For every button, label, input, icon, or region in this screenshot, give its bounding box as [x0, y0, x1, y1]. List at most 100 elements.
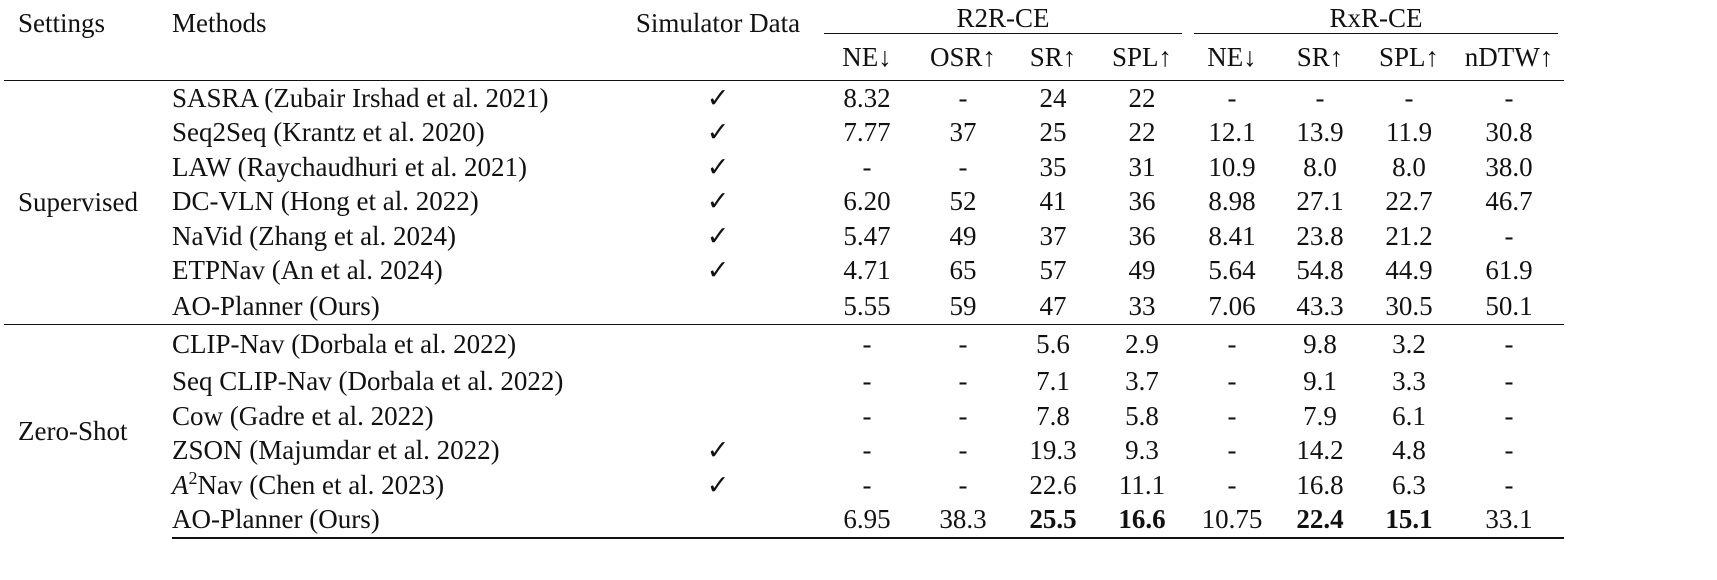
rxr-value: 23.8: [1296, 220, 1344, 251]
r2r-value: 52: [949, 186, 977, 217]
table-row: AO-Planner (Ours) 6.95 38.3 25.5 16.6 10.75 22…: [4, 502, 1564, 540]
table-row: Seq CLIP-Nav (Dorbala et al. 2022) - - 7.1 3…: [4, 364, 1564, 399]
simulator-checkmark: [618, 323, 818, 365]
method-rest: Nav (Chen et al. 2023): [197, 469, 445, 500]
rxr-value: -: [1504, 366, 1514, 397]
r2r-value: -: [958, 469, 968, 500]
r2r-value: 25.5: [1010, 502, 1096, 540]
r2r-value: -: [862, 400, 872, 431]
r2r-value: 37: [949, 117, 977, 148]
r2r-value: -: [862, 366, 872, 397]
method-name: AO-Planner (Ours): [172, 502, 618, 540]
rxr-value: 3.2: [1364, 323, 1454, 365]
table-row: Zero-Shot CLIP-Nav (Dorbala et al. 2022) -…: [4, 323, 1564, 539]
r2r-value: 33: [1128, 290, 1156, 321]
method-name: DC-VLN (Hong et al. 2022): [172, 186, 479, 217]
r2r-value: 36: [1128, 186, 1156, 217]
r2r-value: 49: [1128, 255, 1156, 286]
simulator-checkmark: ✓: [706, 220, 730, 251]
rxr-value: 8.41: [1208, 220, 1256, 251]
header-simulator-data: Simulator Data: [635, 8, 801, 38]
rxr-value: 9.8: [1276, 323, 1364, 365]
method-prefix: A: [172, 469, 189, 500]
rxr-value: 21.2: [1385, 220, 1433, 251]
r2r-value: 6.95: [818, 502, 916, 540]
rxr-value: 8.0: [1392, 151, 1426, 182]
rxr-value: 5.64: [1208, 255, 1256, 286]
simulator-checkmark: ✓: [706, 117, 730, 148]
r2r-value: -: [862, 151, 872, 182]
r2r-value: -: [862, 469, 872, 500]
rxr-value: -: [1276, 79, 1364, 116]
rxr-value: 30.8: [1485, 117, 1533, 148]
r2r-value: 49: [949, 220, 977, 251]
rxr-value: -: [1227, 366, 1237, 397]
r2r-value: 57: [1039, 255, 1067, 286]
method-name: Seq2Seq (Krantz et al. 2020): [172, 117, 485, 148]
r2r-value: 59: [949, 290, 977, 321]
r2r-value: 22: [1096, 79, 1188, 116]
rxr-value: 46.7: [1485, 186, 1533, 217]
r2r-value: 22.6: [1029, 469, 1077, 500]
r2r-value: 47: [1039, 290, 1067, 321]
rxr-value: 22.7: [1385, 186, 1433, 217]
rxr-value: 4.8: [1392, 435, 1426, 466]
r2r-value: 7.8: [1036, 400, 1070, 431]
header-r2r-sr: SR↑: [1010, 36, 1096, 81]
simulator-checkmark: [618, 288, 818, 324]
r2r-value: -: [916, 79, 1010, 116]
header-r2r-ce: R2R-CE: [818, 0, 1188, 36]
r2r-value: -: [818, 323, 916, 365]
table-row: ZSON (Majumdar et al. 2022) ✓ - - 19.3 9.3 - 14…: [4, 433, 1564, 468]
table-row: A2Nav (Chen et al. 2023) ✓ - - 22.6 11.1 - 16.8…: [4, 468, 1564, 503]
table-row: LAW (Raychaudhuri et al. 2021) ✓ - - 35 31 10.…: [4, 150, 1564, 185]
method-name: Cow (Gadre et al. 2022): [172, 400, 434, 431]
rxr-value: 43.3: [1296, 290, 1344, 321]
simulator-checkmark: [618, 502, 818, 540]
method-name: ZSON (Majumdar et al. 2022): [172, 435, 500, 466]
rxr-value: -: [1504, 400, 1514, 431]
rxr-value: -: [1364, 79, 1454, 116]
simulator-checkmark: [618, 364, 818, 399]
rxr-value: 10.9: [1208, 151, 1256, 182]
r2r-value: 25: [1039, 117, 1067, 148]
rxr-value: 61.9: [1485, 255, 1533, 286]
r2r-value: 8.32: [818, 79, 916, 116]
rxr-value: 13.9: [1296, 117, 1344, 148]
rxr-value: -: [1504, 469, 1514, 500]
rxr-value: -: [1227, 435, 1237, 466]
r2r-value: 7.1: [1036, 366, 1070, 397]
table-row: Cow (Gadre et al. 2022) - - 7.8 5.8 - 7.9 6.1 -: [4, 399, 1564, 434]
header-rxr-ne: NE↓: [1188, 36, 1276, 81]
method-name: A2Nav (Chen et al. 2023): [172, 468, 618, 503]
header-r2r-osr: OSR↑: [916, 36, 1010, 81]
r2r-value: 31: [1128, 151, 1156, 182]
r2r-value: 7.77: [843, 117, 891, 148]
rxr-value: -: [1227, 400, 1237, 431]
table-row: NaVid (Zhang et al. 2024) ✓ 5.47 49 37 36 8.41…: [4, 219, 1564, 254]
rxr-value: 38.0: [1485, 151, 1533, 182]
settings-group-label: Zero-Shot: [4, 323, 172, 539]
method-name: SASRA (Zubair Irshad et al. 2021): [172, 79, 618, 116]
rxr-value: -: [1454, 323, 1564, 365]
r2r-value: 16.6: [1096, 502, 1188, 540]
rxr-value: 9.1: [1303, 366, 1337, 397]
r2r-value: 5.6: [1010, 323, 1096, 365]
rxr-value: -: [1504, 220, 1514, 251]
header-r2r-ne: NE↓: [818, 36, 916, 81]
header-rxr-ndtw: nDTW↑: [1454, 36, 1564, 81]
r2r-value: 6.20: [843, 186, 891, 217]
header-settings: Settings: [18, 8, 106, 38]
r2r-value: 5.8: [1125, 400, 1159, 431]
results-body: Supervised SASRA (Zubair Irshad et al. 20…: [4, 79, 1564, 540]
r2r-value: 4.71: [843, 255, 891, 286]
rxr-value: -: [1504, 435, 1514, 466]
r2r-value: 24: [1010, 79, 1096, 116]
method-name: Seq CLIP-Nav (Dorbala et al. 2022): [172, 366, 564, 397]
table-row: Seq2Seq (Krantz et al. 2020) ✓ 7.77 37 25 22 1…: [4, 115, 1564, 150]
r2r-value: 5.55: [843, 290, 891, 321]
rxr-value: 15.1: [1364, 502, 1454, 540]
rxr-value: 54.8: [1296, 255, 1344, 286]
r2r-value: 22: [1128, 117, 1156, 148]
